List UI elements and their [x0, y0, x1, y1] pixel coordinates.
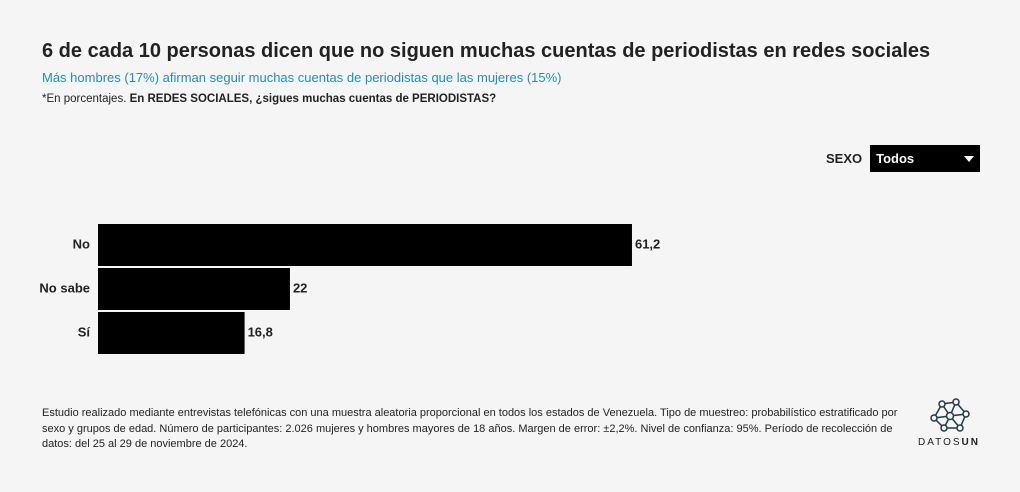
logo-bold: UN — [961, 437, 980, 448]
bar — [98, 268, 290, 310]
category-label: No sabe — [39, 280, 90, 295]
question: En REDES SOCIALES, ¿sigues muchas cuenta… — [129, 93, 497, 105]
dropdown-arrow — [964, 155, 975, 162]
logo: DATOSUN — [918, 396, 980, 448]
logo-icon — [930, 398, 970, 432]
chart: No 61,2 No sabe 22 Sí 16,8 — [39, 224, 660, 354]
value-label: 16,8 — [248, 324, 273, 339]
note-prefix: *En porcentajes. — [42, 93, 127, 105]
note: *En porcentajes. En REDES SOCIALES, ¿sig… — [42, 93, 496, 105]
dropdown-value: Todos — [876, 151, 915, 166]
category-label: No — [73, 236, 90, 251]
footnote: Estudio realizado mediante entrevistas t… — [42, 407, 898, 450]
logo-word: DATOS — [918, 437, 962, 448]
filter-label: SEXO — [826, 151, 863, 166]
value-label: 61,2 — [635, 236, 660, 251]
logo-text: DATOSUN — [918, 437, 980, 448]
filter: SEXO Todos — [826, 145, 981, 172]
subtitle: Más hombres (17%) afirman seguir muchas … — [42, 70, 562, 85]
chart-title: 6 de cada 10 personas dicen que no sigue… — [42, 40, 931, 62]
category-label: Sí — [78, 324, 91, 339]
bar — [98, 312, 245, 354]
value-label: 22 — [293, 280, 307, 295]
bar — [98, 224, 632, 266]
dropdown[interactable]: Todos — [870, 145, 981, 172]
